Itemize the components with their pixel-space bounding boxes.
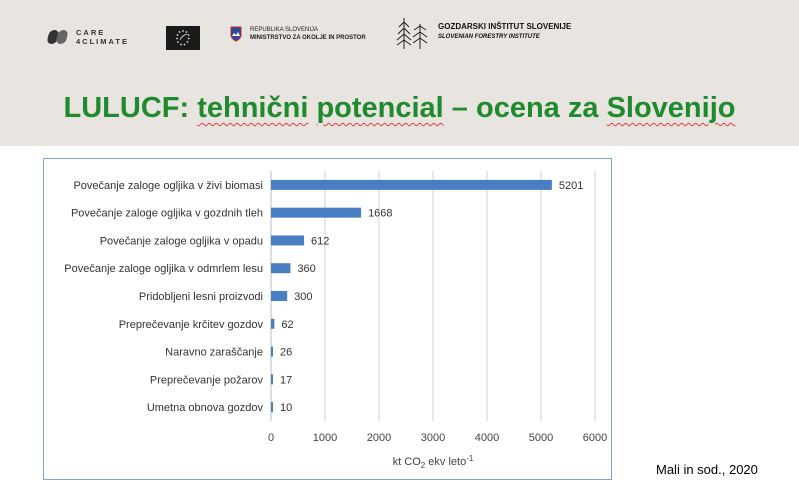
bar-chart: 0 1000 2000 3000 4000 5000 6000 Povečanje zalog… xyxy=(64,171,607,470)
data-label: 1668 xyxy=(368,208,392,220)
x-tick-label: 2000 xyxy=(367,432,391,444)
tree-icon xyxy=(396,18,428,49)
data-label: 612 xyxy=(311,235,329,247)
gis-logo-line2: SLOVENIAN FORESTRY INSTITUTE xyxy=(438,34,540,40)
data-label: 26 xyxy=(280,347,292,359)
category-label: Povečanje zaloge ogljika v živi biomasi xyxy=(73,180,263,192)
x-tick-label: 0 xyxy=(268,432,274,444)
bar xyxy=(271,207,362,218)
care4climate-logo: CARE 4CLIMATE xyxy=(46,28,129,46)
x-axis-label: kt CO2 ekv leto-1 xyxy=(393,454,474,470)
gis-logo: GOZDARSKI INŠTITUT SLOVENIJE SLOVENIAN F… xyxy=(394,14,571,50)
title-part-2: tehnični xyxy=(197,92,309,124)
care4climate-mark-icon xyxy=(46,30,70,44)
category-label: Naravno zaraščanje xyxy=(165,347,263,359)
bar xyxy=(271,179,552,190)
category-label: Povečanje zaloge ogljika v odmrlem lesu xyxy=(64,263,263,275)
title-part-4: potencial xyxy=(316,92,444,124)
slovenia-crest-icon xyxy=(230,26,242,42)
category-label: Pridobljeni lesni proizvodi xyxy=(139,291,263,303)
bar xyxy=(271,291,288,301)
data-label: 300 xyxy=(294,291,312,303)
bar xyxy=(271,263,291,274)
slide-header: CARE 4CLIMATE REPUBLIKA SLOVENIJA MINISTR… xyxy=(0,0,799,146)
data-label: 5201 xyxy=(559,180,583,192)
x-tick-label: 6000 xyxy=(583,432,607,444)
slovenia-ministry-logo: REPUBLIKA SLOVENIJA MINISTRSTVO ZA OKOLJ… xyxy=(230,26,366,42)
bar xyxy=(271,374,273,385)
category-label: Preprečevanje krčitev gozdov xyxy=(119,319,264,331)
x-tick-label: 5000 xyxy=(529,432,553,444)
title-part-6: Slovenijo xyxy=(606,92,736,124)
bar xyxy=(271,402,273,413)
slovenia-logo-line1: REPUBLIKA SLOVENIJA xyxy=(250,27,319,33)
slide-title: LULUCF: tehnični potencial – ocena za Sl… xyxy=(0,92,799,125)
care4climate-text: CARE 4CLIMATE xyxy=(76,28,129,46)
category-label: Povečanje zaloge ogljika v opadu xyxy=(100,235,263,247)
bar xyxy=(271,346,273,357)
data-label: 10 xyxy=(280,402,292,414)
x-tick-label: 4000 xyxy=(475,432,499,444)
data-label: 62 xyxy=(281,319,293,331)
x-tick-label: 3000 xyxy=(421,432,445,444)
gis-logo-line1: GOZDARSKI INŠTITUT SLOVENIJE xyxy=(438,22,572,31)
data-label: 17 xyxy=(280,374,292,386)
title-part-5: – ocena za xyxy=(443,92,607,124)
category-label: Povečanje zaloge ogljika v gozdnih tleh xyxy=(71,208,263,220)
data-label: 360 xyxy=(297,263,315,275)
chart-container: 0 1000 2000 3000 4000 5000 6000 Povečanje zalog… xyxy=(43,158,612,480)
category-label: Preprečevanje požarov xyxy=(150,374,264,386)
x-tick-label: 1000 xyxy=(313,432,337,444)
title-part-1: LULUCF: xyxy=(63,92,198,124)
slovenia-logo-line2: MINISTRSTVO ZA OKOLJE IN PROSTOR xyxy=(250,35,366,41)
eu-flag-icon xyxy=(166,26,200,50)
category-label: Umetna obnova gozdov xyxy=(147,402,264,414)
source-credit: Mali in sod., 2020 xyxy=(656,462,758,477)
bar xyxy=(271,235,305,246)
bar xyxy=(271,318,275,329)
